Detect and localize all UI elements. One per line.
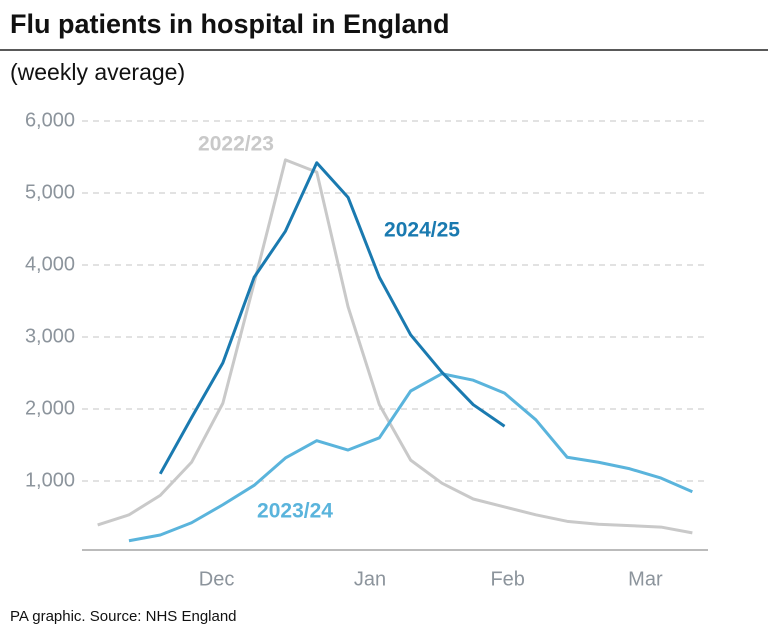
series-line: [97, 158, 693, 535]
y-tick-label: 3,000: [25, 325, 75, 347]
y-tick-label: 4,000: [25, 253, 75, 275]
source: PA graphic. Source: NHS England: [10, 608, 237, 625]
series-label: 2023/24: [257, 500, 333, 523]
x-tick-label: Dec: [199, 568, 235, 590]
series-line: [128, 372, 693, 543]
x-tick-label: Jan: [354, 568, 386, 590]
series-line: [158, 161, 506, 475]
y-tick-label: 2,000: [25, 397, 75, 419]
x-tick-label: Mar: [628, 568, 663, 590]
y-tick-label: 1,000: [25, 469, 75, 491]
subtitle: (weekly average): [10, 59, 185, 85]
y-tick-label: 5,000: [25, 181, 75, 203]
series-label: 2024/25: [384, 219, 460, 242]
x-tick-label: Feb: [490, 568, 524, 590]
chart-title: Flu patients in hospital in England: [10, 9, 450, 39]
y-tick-label: 6,000: [25, 109, 75, 131]
series-label: 2022/23: [198, 133, 274, 156]
